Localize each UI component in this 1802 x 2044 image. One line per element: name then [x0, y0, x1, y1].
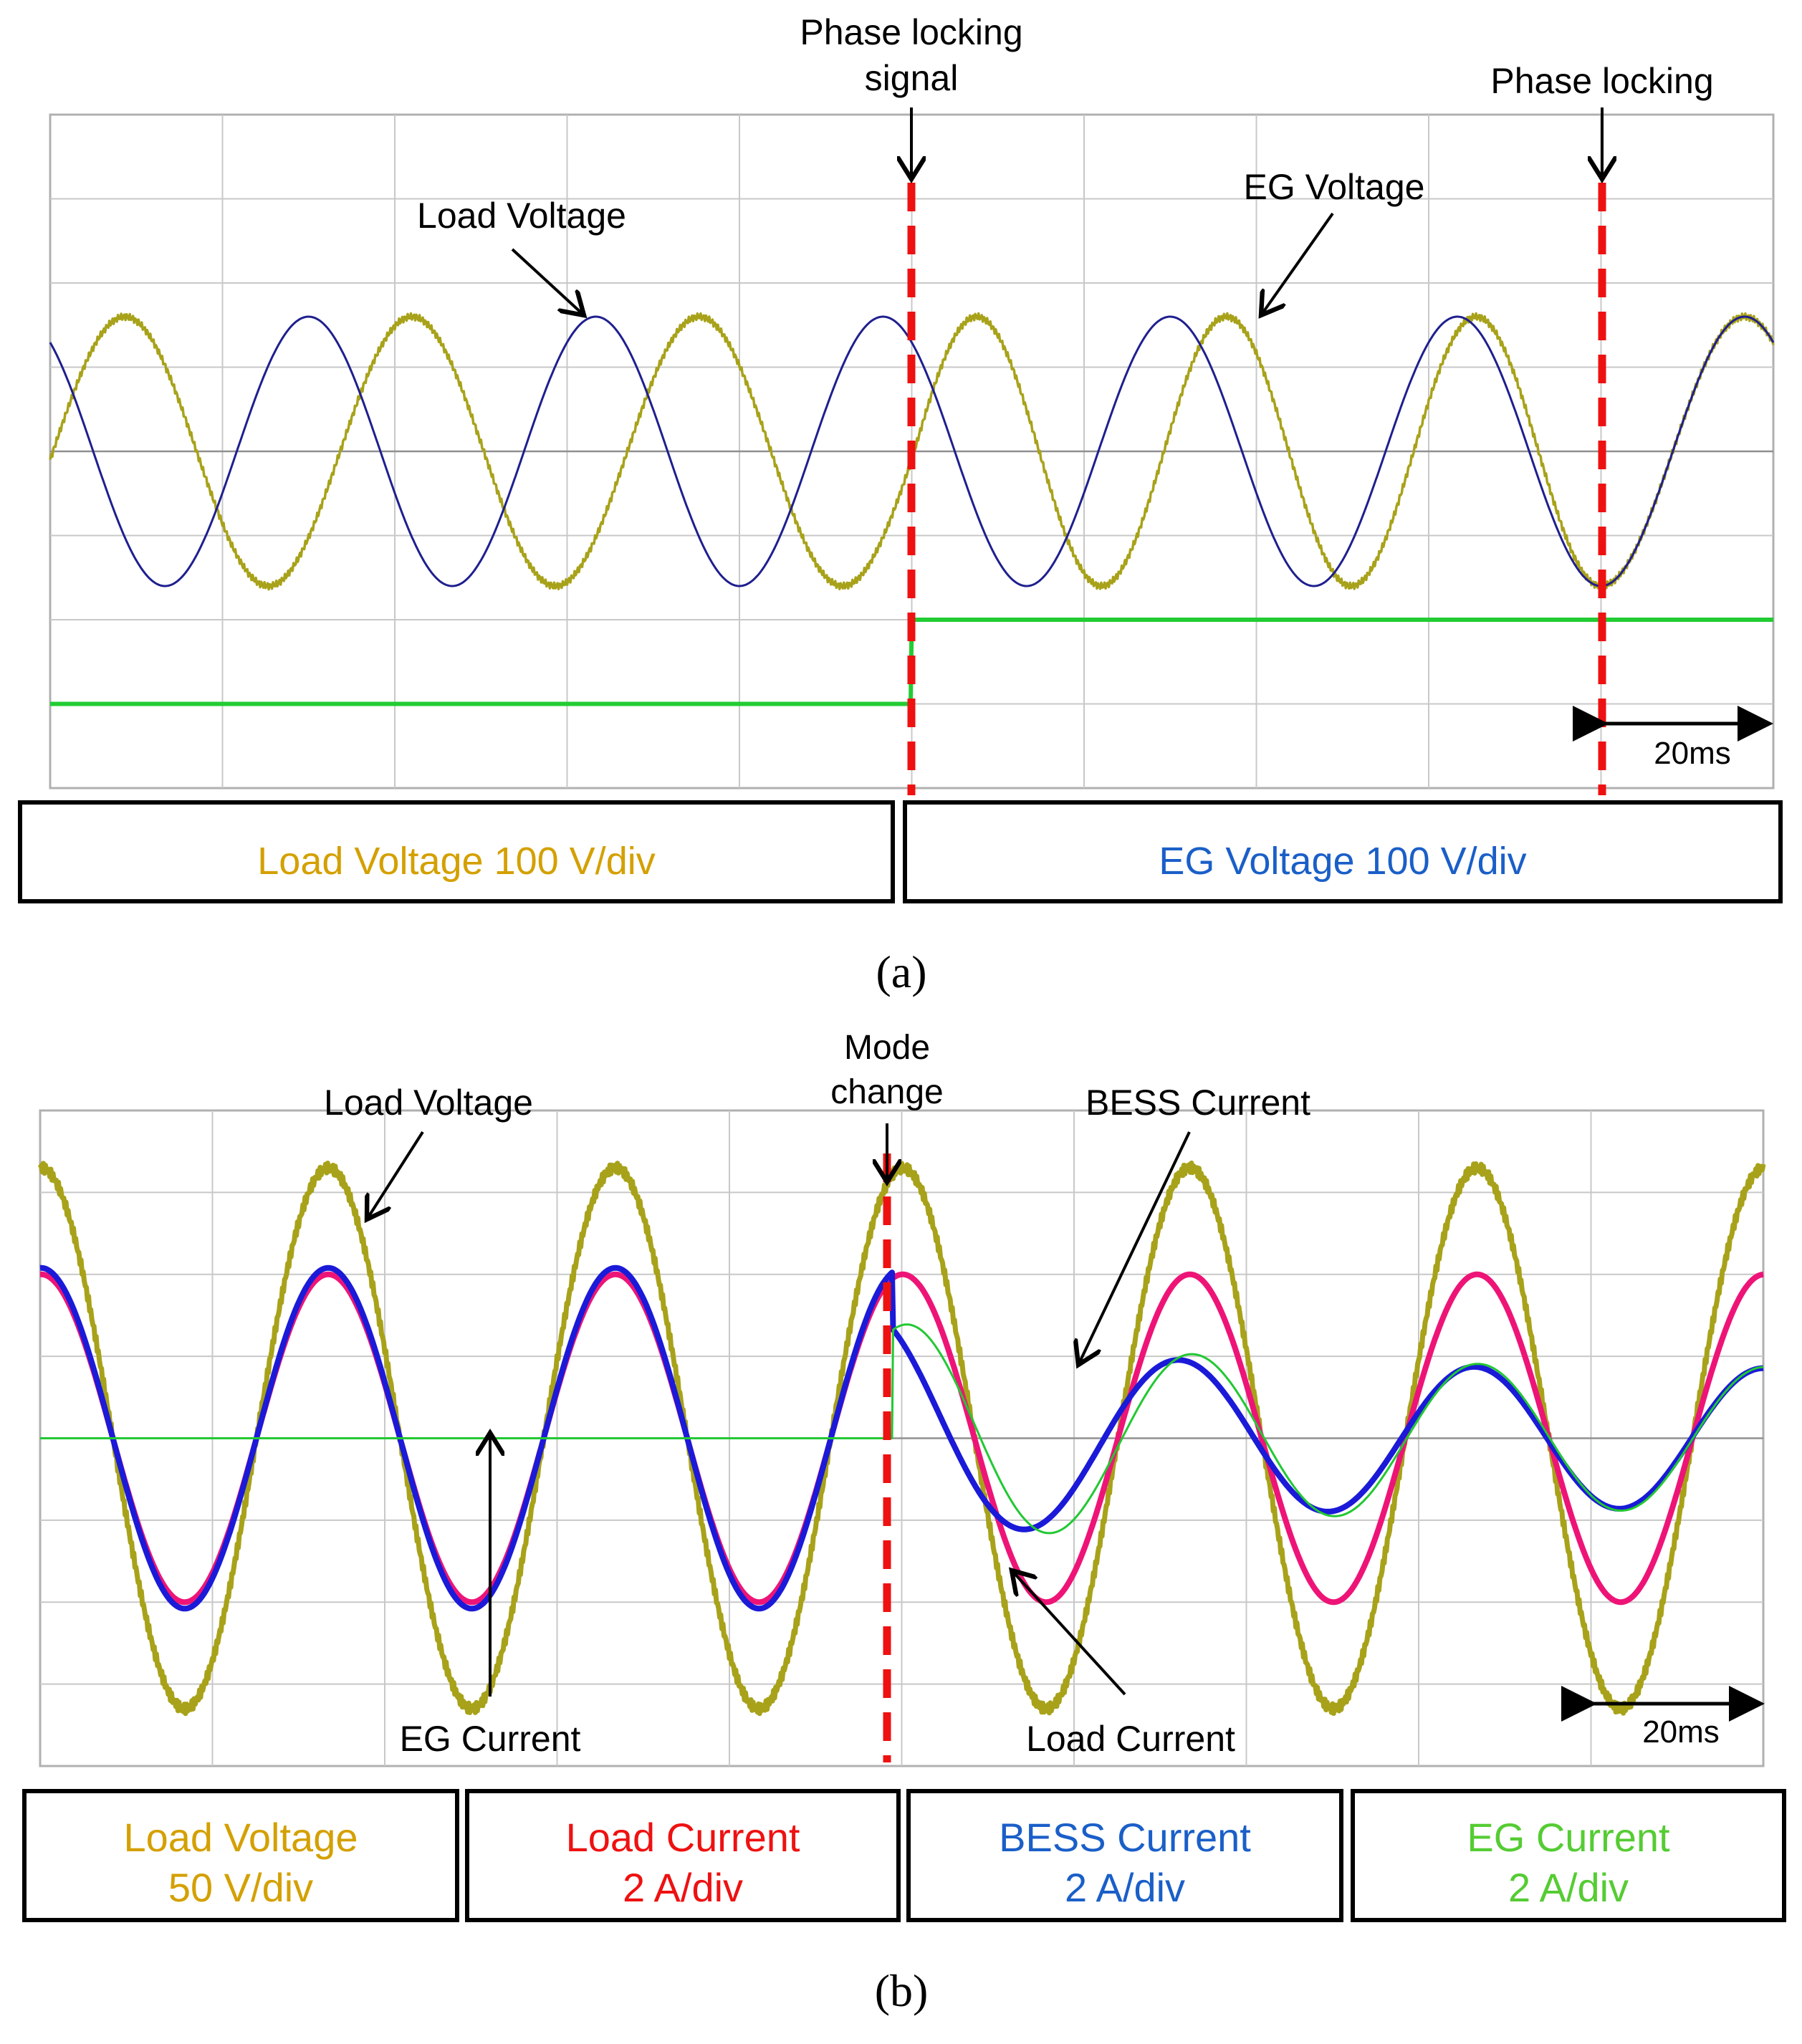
load-current-trace-b [38, 1271, 1765, 1606]
scale-box-bess-current-b-line1: BESS Current [999, 1815, 1251, 1860]
load-current-label-b: Load Current [1026, 1719, 1235, 1759]
panel-a: Phase locking signal Phase locking Load … [18, 12, 1783, 997]
scale-box-load-voltage-b-line1: Load Voltage [124, 1815, 358, 1860]
bess-current-arrow-b [1078, 1131, 1191, 1365]
scale-box-load-voltage-a [18, 800, 895, 903]
scale-box-bess-current-b: BESS Current 2 A/div [906, 1789, 1343, 1922]
scale-box-eg-current-b: EG Current 2 A/div [1351, 1789, 1786, 1922]
scale-box-load-voltage-b-line2: 50 V/div [168, 1865, 313, 1910]
scale-box-eg-current-b-frame [1351, 1789, 1786, 1922]
scale-box-eg-voltage-a [903, 800, 1783, 903]
bess-current-trace-b [38, 1265, 1765, 1612]
eg-current-trace-b [40, 1323, 1764, 1535]
phase-locking-signal-label-line2: signal [865, 58, 959, 98]
phase-locking-label: Phase locking [1490, 61, 1713, 101]
panel-b: Mode change Load Voltage BESS Current EG… [22, 1029, 1786, 2016]
load-voltage-arrow-b [367, 1131, 424, 1219]
scale-box-load-voltage-a-text: Load Voltage 100 V/div [257, 840, 655, 883]
bess-current-label-b: BESS Current [1085, 1083, 1310, 1123]
scale-box-load-voltage-b: Load Voltage 50 V/div [22, 1789, 459, 1922]
eg-voltage-arrow-a [1261, 212, 1334, 315]
eg-voltage-trace-a [49, 315, 1775, 587]
scale-box-eg-current-b-line2: 2 A/div [1508, 1865, 1629, 1910]
scale-box-bess-current-b-line2: 2 A/div [1065, 1865, 1185, 1910]
scale-box-bess-current-b-frame [906, 1789, 1343, 1922]
eg-voltage-label-a: EG Voltage [1244, 167, 1425, 207]
panel-label-a: (a) [876, 946, 926, 997]
load-voltage-label-a: Load Voltage [417, 196, 626, 236]
load-current-arrow-b [1012, 1570, 1126, 1696]
scale-box-load-voltage-b-frame [22, 1789, 459, 1922]
scale-box-load-current-b-line1: Load Current [566, 1815, 800, 1860]
mode-change-label-line1: Mode [844, 1029, 930, 1067]
load-voltage-label-b: Load Voltage [324, 1083, 533, 1123]
scale-box-load-current-b-frame [465, 1789, 901, 1922]
panel-b-traces [37, 1160, 1766, 1717]
eg-current-label-b: EG Current [400, 1719, 581, 1759]
mode-change-label-line2: change [830, 1073, 943, 1111]
time-scale-label-a: 20ms [1654, 736, 1731, 771]
scale-box-eg-current-b-line1: EG Current [1467, 1815, 1670, 1860]
time-scale-label-b: 20ms [1642, 1714, 1720, 1750]
load-voltage-trace-b [37, 1160, 1766, 1717]
phase-locking-signal-label-line1: Phase locking [800, 12, 1022, 52]
scale-box-eg-voltage-a-text: EG Voltage 100 V/div [1159, 840, 1526, 883]
load-voltage-arrow-a [511, 248, 584, 315]
scale-box-load-current-b-line2: 2 A/div [623, 1865, 743, 1910]
panel-label-b: (b) [875, 1965, 929, 2016]
scale-box-load-current-b: Load Current 2 A/div [465, 1789, 901, 1922]
